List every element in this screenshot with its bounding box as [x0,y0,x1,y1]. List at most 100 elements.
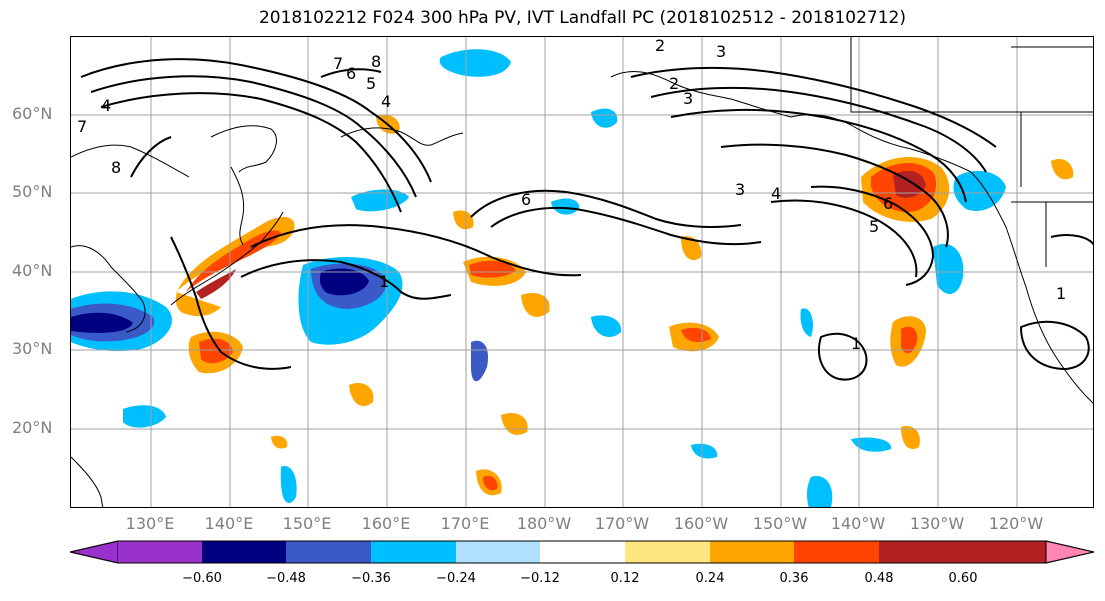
negative-anomaly-coast [933,243,964,295]
lon-label-130w: 130°W [909,514,965,533]
colorbar [69,540,1095,570]
colorbar-tick-label: −0.12 [520,571,560,586]
contour-labels: 8 7 6 5 4 3 2 1 6 3 4 5 6 8 7 4 1 1 3 2 [77,37,1066,353]
map-canvas: 8 7 6 5 4 3 2 1 6 3 4 5 6 8 7 4 1 1 3 2 [71,37,1093,507]
positive-anomaly-mid-pacific-core [681,327,711,343]
colorbar-swatch [371,541,456,563]
contour-label: 2 [669,74,679,93]
positive-anomaly-japan-core [196,269,236,299]
lat-label-50n: 50°N [12,182,53,201]
colorbar-swatch [202,541,286,563]
colorbar-tick-label: −0.24 [436,571,476,586]
colorbar-swatch [456,541,540,563]
colorbar-swatch [879,541,963,563]
contour-label: 8 [371,52,381,71]
contour-label: 4 [101,96,111,115]
negative-anomaly-north [439,49,511,77]
contour-label: 3 [716,42,726,61]
lon-label-160w: 160°W [673,514,729,533]
colorbar-tick-label: 0.12 [610,571,640,586]
negative-anomaly-gulf-alaska [953,170,1006,211]
lat-label-20n: 20°N [12,418,53,437]
colorbar-swatch [625,541,710,563]
colorbar-tick-label: −0.60 [182,571,222,586]
negative-anomaly-small-8 [851,437,892,452]
contour-label: 8 [111,158,121,177]
contour-label: 1 [851,334,861,353]
colorbar-swatch [540,541,625,563]
negative-anomaly-small-1 [591,108,618,128]
positive-anomaly-small-7 [1051,158,1074,180]
lon-label-140w: 140°W [830,514,886,533]
lat-label-60n: 60°N [12,104,53,123]
positive-anomaly-south-japan-core [199,338,233,364]
contour-label: 4 [771,184,781,203]
lon-label-130e: 130°E [125,514,175,533]
map-panel: 8 7 6 5 4 3 2 1 6 3 4 5 6 8 7 4 1 1 3 2 [70,36,1094,508]
contour-label: 7 [333,54,343,73]
lon-label-160e: 160°E [361,514,411,533]
colorbar-tick-label: 0.60 [948,571,978,586]
negative-anomaly-small-2 [551,198,580,215]
gridlines [71,37,1093,507]
negative-anomaly-central-core [319,268,369,296]
contour-label: 1 [1056,284,1066,303]
contour-label: 6 [346,64,356,83]
contour-label: 3 [735,180,745,199]
colorbar-extend-min [69,540,119,564]
positive-anomaly-small-8 [453,210,474,230]
positive-anomaly-small-6 [681,236,702,261]
colorbar-tick-label: 0.48 [864,571,894,586]
lon-label-150w: 150°W [752,514,808,533]
colorbar-swatch [794,541,879,563]
political-boundaries [850,37,1093,267]
positive-anomaly-small-1 [521,292,550,317]
colorbar-tick-label: 0.36 [779,571,809,586]
positive-anomaly-small-2 [349,382,374,407]
colorbar-swatch [710,541,794,563]
ivt-contours [80,58,1093,381]
colorbar-svg [69,540,1095,564]
positive-anomaly-japan-mid [186,230,281,292]
contour-label: 3 [683,89,693,108]
lon-label-170w: 170°W [594,514,650,533]
lon-label-180w: 180°W [516,514,572,533]
contour-label: 2 [655,37,665,55]
lat-label-40n: 40°N [12,261,53,280]
contour-label: 5 [366,74,376,93]
positive-anomaly-small-10 [271,435,288,449]
contour-label: 6 [521,190,531,209]
negative-anomaly-small-5 [123,405,166,428]
negative-anomaly-small-6 [280,466,297,504]
lon-label-150e: 150°E [282,514,332,533]
coastlines [71,71,1093,507]
colorbar-extend-max [1045,540,1095,564]
map-title: 2018102212 F024 300 hPa PV, IVT Landfall… [258,8,906,28]
pv-shading [71,49,1074,507]
colorbar-swatch [118,541,202,563]
lon-label-140e: 140°E [204,514,254,533]
contour-label: 5 [869,217,879,236]
lon-label-170e: 170°E [440,514,490,533]
negative-anomaly-small-10 [800,308,813,337]
positive-anomaly-east-core [901,326,918,354]
colorbar-swatch [286,541,371,563]
lat-label-30n: 30°N [12,339,53,358]
colorbar-tick-label: 0.24 [695,571,725,586]
positive-anomaly-small-5 [901,426,920,449]
positive-anomaly-small-4-core [483,475,498,491]
negative-anomaly-small-3 [591,315,622,337]
contour-label: 7 [77,117,87,136]
negative-anomaly-small-7 [806,476,833,507]
positive-anomaly-small-3 [501,412,528,435]
negative-anomaly-small-4 [471,340,489,382]
contour-label: 6 [883,194,893,213]
negative-anomaly-japan-south-center [71,312,133,333]
colorbar-tick-label: −0.48 [266,571,306,586]
contour-label: 4 [381,92,391,111]
lon-label-120w: 120°W [988,514,1044,533]
colorbar-swatch [963,541,1046,563]
negative-anomaly-small-9 [691,443,718,459]
contour-label: 1 [379,272,389,291]
colorbar-tick-label: −0.36 [351,571,391,586]
